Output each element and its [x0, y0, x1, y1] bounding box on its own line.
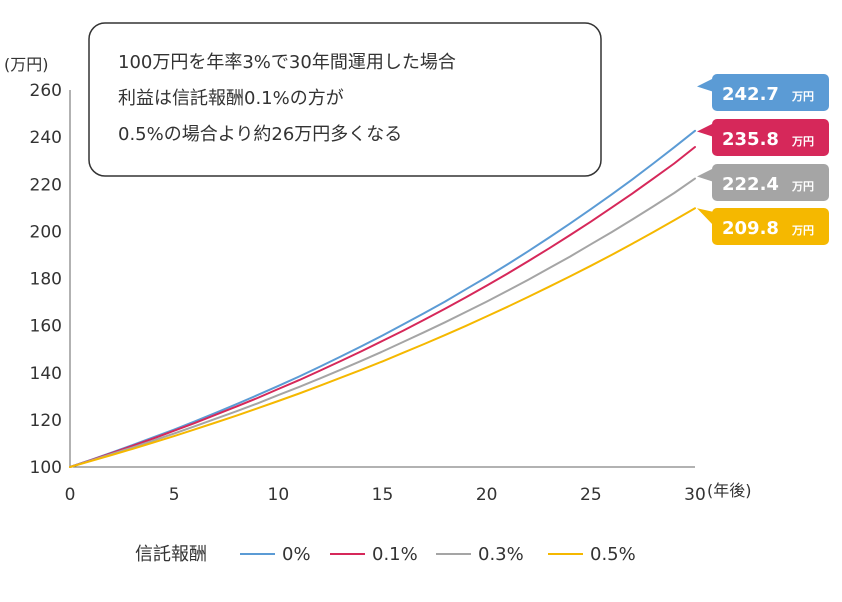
end-label-1: 235.8 万円 — [697, 119, 829, 156]
legend-item-label: 0.1% — [372, 544, 418, 565]
end-label-box — [712, 164, 829, 201]
annotation-box: 100万円を年率3%で30年間運用した場合 利益は信託報酬0.1%の方が 0.5… — [88, 22, 602, 177]
series-line-3 — [69, 207, 696, 468]
annotation-line-3: 0.5%の場合より約26万円多くなる — [118, 124, 402, 145]
legend: 信託報酬 0% 0.1% 0.3% 0.5% — [135, 544, 636, 565]
end-label-0: 242.7 万円 — [697, 74, 829, 111]
x-axis-unit: (年後) — [707, 481, 752, 500]
end-label-unit: 万円 — [791, 224, 814, 237]
end-label-value: 242.7 — [722, 84, 779, 105]
y-tick-label: 140 — [30, 364, 62, 384]
end-label-value: 235.8 — [722, 129, 779, 150]
y-tick-label: 160 — [30, 317, 62, 337]
x-tick-label: 15 — [372, 485, 394, 505]
y-tick-label: 220 — [30, 175, 62, 195]
end-label-2: 222.4 万円 — [697, 164, 829, 201]
x-tick-label: 10 — [268, 485, 290, 505]
y-tick-label: 100 — [30, 458, 62, 478]
legend-item-label: 0.5% — [590, 544, 636, 565]
end-label-unit: 万円 — [791, 90, 814, 103]
end-label-unit: 万円 — [791, 135, 814, 148]
x-tick-label: 20 — [476, 485, 498, 505]
end-label-pointer — [697, 78, 714, 92]
y-axis-unit: (万円) — [4, 55, 49, 74]
y-tick-label: 120 — [30, 411, 62, 431]
y-tick-label: 240 — [30, 128, 62, 148]
annotation-line-2: 利益は信託報酬0.1%の方が — [118, 88, 344, 109]
series-line-2 — [69, 177, 696, 468]
annotation-line-1: 100万円を年率3%で30年間運用した場合 — [118, 52, 456, 73]
x-tick-label: 0 — [65, 485, 76, 505]
end-label-pointer — [697, 208, 714, 226]
legend-title: 信託報酬 — [135, 544, 207, 565]
y-tick-label: 200 — [30, 222, 62, 242]
end-label-value: 222.4 — [722, 174, 779, 195]
x-tick-label: 30 — [684, 485, 706, 505]
series-line-0 — [69, 129, 696, 468]
end-label-box — [712, 119, 829, 156]
end-label-box — [712, 208, 829, 245]
end-label-box — [712, 74, 829, 111]
x-tick-label: 5 — [169, 485, 180, 505]
end-label-pointer — [697, 123, 714, 137]
series-line-1 — [69, 146, 696, 468]
legend-item-label: 0% — [282, 544, 311, 565]
end-label-pointer — [697, 168, 714, 182]
end-label-value: 209.8 — [722, 218, 779, 239]
legend-item-label: 0.3% — [478, 544, 524, 565]
end-label-unit: 万円 — [791, 180, 814, 193]
y-tick-label: 180 — [30, 270, 62, 290]
x-tick-label: 25 — [580, 485, 602, 505]
y-tick-label: 260 — [30, 81, 62, 101]
end-label-3: 209.8 万円 — [697, 208, 829, 245]
